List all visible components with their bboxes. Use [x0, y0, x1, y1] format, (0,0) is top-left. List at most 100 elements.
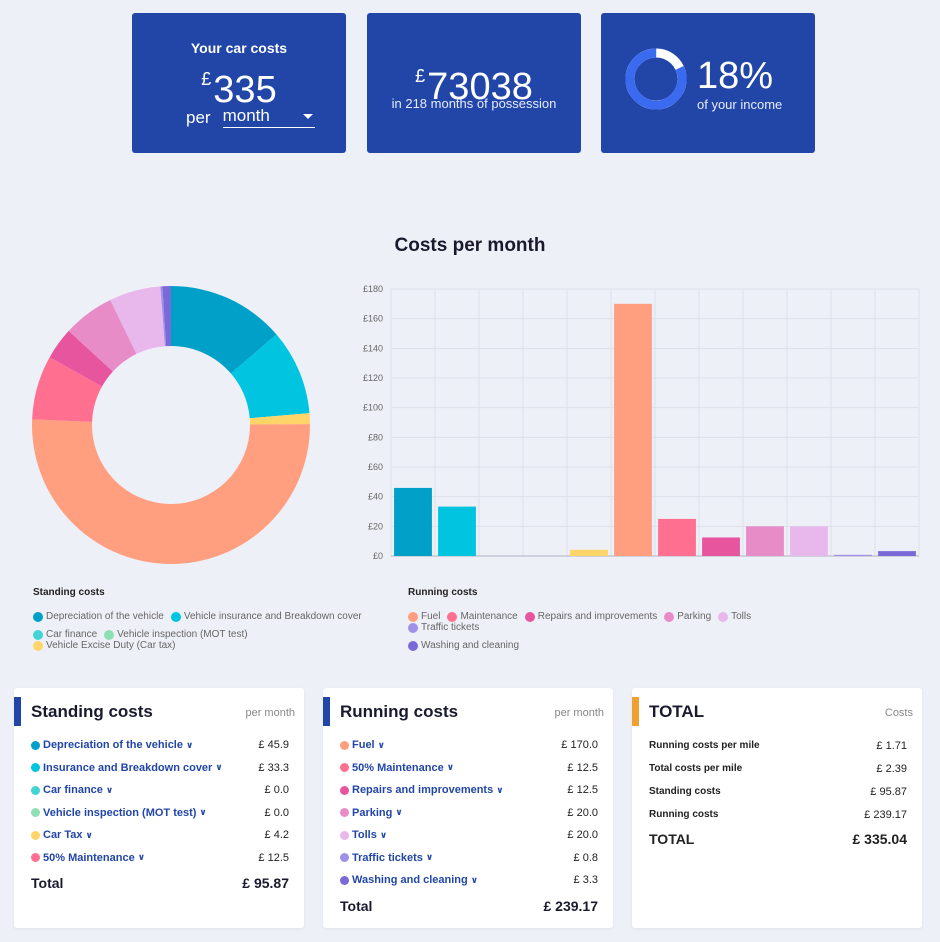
- period-select[interactable]: month: [222, 106, 315, 128]
- running-row-tolls: Tolls ∨ £ 20.0: [340, 824, 598, 847]
- row-toggle-depreciation-of-the-vehicle[interactable]: Depreciation of the vehicle ∨: [31, 739, 193, 751]
- legend-item-fuel[interactable]: Fuel: [408, 611, 440, 622]
- color-dot-icon: [340, 785, 349, 795]
- bar-tolls[interactable]: [790, 526, 828, 556]
- row-label: Total costs per mile: [649, 763, 743, 774]
- legend-label: Vehicle insurance and Breakdown cover: [183, 611, 362, 622]
- y-tick-label: £160: [363, 314, 383, 324]
- row-toggle-50-maintenance[interactable]: 50% Maintenance ∨: [31, 852, 145, 864]
- standing-row-depreciation-of-the-vehicle: Depreciation of the vehicle ∨ £ 45.9: [31, 734, 289, 757]
- row-toggle-tolls[interactable]: Tolls ∨: [340, 829, 387, 841]
- row-toggle-repairs-and-improvements[interactable]: Repairs and improvements ∨: [340, 784, 504, 796]
- row-label: Depreciation of the vehicle: [43, 739, 183, 752]
- row-label: Repairs and improvements: [352, 784, 494, 797]
- currency-symbol: £: [201, 69, 212, 89]
- color-dot-icon: [340, 853, 349, 863]
- bar-repairs-and-improvements[interactable]: [702, 537, 740, 556]
- panel-title: TOTAL: [649, 702, 705, 721]
- row-value: £ 0.0: [264, 784, 289, 797]
- row-value: £ 170.0: [561, 739, 598, 752]
- row-toggle-traffic-tickets[interactable]: Traffic tickets ∨: [340, 852, 433, 864]
- total-value: £ 239.17: [543, 897, 599, 914]
- total-label: TOTAL: [649, 831, 695, 847]
- donut-slice-tolls[interactable]: [110, 286, 165, 354]
- chevron-down-icon: ∨: [470, 874, 479, 885]
- period-row: per month: [186, 106, 315, 128]
- donut-slice-washing-and-cleaning[interactable]: [162, 286, 171, 347]
- monthly-cost-card: Your car costs £335 per month: [132, 13, 346, 153]
- legend-dot-icon: [408, 640, 418, 651]
- legend-item-vehicle-excise-duty-car-tax[interactable]: Vehicle Excise Duty (Car tax): [33, 640, 176, 651]
- legend-dot-icon: [33, 611, 43, 622]
- row-label: Tolls: [352, 829, 377, 842]
- legend-label: Traffic tickets: [421, 622, 480, 633]
- bar-vehicle-insurance-and-breakdown-cover[interactable]: [438, 506, 476, 556]
- donut-slice-vehicle-insurance-and-breakdown-cover[interactable]: [230, 334, 310, 419]
- legend-dot-icon: [718, 611, 729, 622]
- row-toggle-car-finance[interactable]: Car finance ∨: [31, 784, 113, 796]
- row-value: £ 20.0: [567, 829, 598, 842]
- y-tick-label: £20: [368, 521, 383, 531]
- chevron-down-icon: ∨: [137, 852, 146, 863]
- chevron-down-icon: ∨: [496, 784, 504, 795]
- legend-item-car-finance[interactable]: Car finance: [33, 629, 97, 640]
- donut-slice-repairs-and-improvements[interactable]: [49, 330, 113, 387]
- row-toggle-parking[interactable]: Parking ∨: [340, 807, 403, 819]
- row-value: £ 1.71: [876, 739, 907, 752]
- total-amount-value: 73038: [427, 66, 533, 108]
- panel-period: Costs: [884, 707, 913, 719]
- legend-item-maintenance[interactable]: Maintenance: [447, 611, 518, 622]
- row-toggle-washing-and-cleaning[interactable]: Washing and cleaning ∨: [340, 874, 478, 886]
- donut-slice-traffic-tickets[interactable]: [160, 286, 167, 347]
- row-toggle-fuel[interactable]: Fuel ∨: [340, 739, 385, 751]
- row-toggle-vehicle-inspection-mot-test[interactable]: Vehicle inspection (MOT test) ∨: [31, 807, 207, 819]
- color-dot-icon: [31, 763, 40, 773]
- legend-dot-icon: [664, 611, 675, 622]
- legend-item-depreciation-of-the-vehicle[interactable]: Depreciation of the vehicle: [33, 611, 164, 622]
- row-toggle-50-maintenance[interactable]: 50% Maintenance ∨: [340, 762, 454, 774]
- legend-item-repairs-and-improvements[interactable]: Repairs and improvements: [524, 611, 657, 622]
- income-card: 18% of your income: [601, 13, 815, 153]
- donut-slice-depreciation-of-the-vehicle[interactable]: [171, 286, 277, 374]
- row-toggle-car-tax[interactable]: Car Tax ∨: [31, 829, 93, 841]
- bar-washing-and-cleaning[interactable]: [878, 551, 916, 556]
- row-toggle-insurance-and-breakdown-cover[interactable]: Insurance and Breakdown cover ∨: [31, 762, 223, 774]
- row-label: 50% Maintenance: [352, 761, 444, 774]
- legend-item-washing-and-cleaning[interactable]: Washing and cleaning: [408, 640, 519, 651]
- monthly-amount-value: 335: [213, 69, 277, 111]
- legend-dot-icon: [104, 629, 115, 640]
- legend-item-vehicle-inspection-mot-test[interactable]: Vehicle inspection (MOT test): [104, 629, 248, 640]
- bar-vehicle-excise-duty-car-tax[interactable]: [570, 549, 608, 556]
- y-tick-label: £60: [368, 462, 383, 472]
- bar-parking[interactable]: [746, 526, 784, 556]
- donut-slice-fuel[interactable]: [32, 419, 311, 564]
- legend-item-parking[interactable]: Parking: [664, 611, 711, 622]
- donut-slice-vehicle-excise-duty-car-tax[interactable]: [249, 413, 310, 425]
- legend-running-title: Running costs: [408, 587, 478, 598]
- donut-slice-maintenance[interactable]: [32, 357, 103, 422]
- bar-traffic-tickets[interactable]: [834, 554, 872, 556]
- y-tick-label: £140: [363, 343, 383, 353]
- bar-fuel[interactable]: [614, 303, 652, 556]
- legend-dot-icon: [33, 640, 43, 651]
- caret-down-icon: [302, 113, 313, 119]
- running-row-parking: Parking ∨ £ 20.0: [340, 802, 598, 825]
- row-value: £ 20.0: [567, 806, 598, 819]
- chevron-down-icon: ∨: [377, 739, 385, 750]
- legend-item-vehicle-insurance-and-breakdown-cover[interactable]: Vehicle insurance and Breakdown cover: [170, 611, 362, 622]
- color-dot-icon: [31, 853, 40, 863]
- donut-slice-parking[interactable]: [68, 299, 137, 372]
- legend-item-traffic-tickets[interactable]: Traffic tickets: [408, 622, 479, 633]
- legend-item-tolls[interactable]: Tolls: [718, 611, 751, 622]
- bar-depreciation-of-the-vehicle[interactable]: [394, 487, 432, 556]
- legend-dot-icon: [524, 611, 535, 622]
- total-amount: £73038: [367, 56, 581, 107]
- standing-total-row: Total £ 95.87: [31, 875, 289, 891]
- bar-maintenance[interactable]: [658, 518, 696, 556]
- y-tick-label: £180: [363, 284, 383, 294]
- income-ring-icon: [625, 48, 687, 110]
- row-value: £ 95.87: [870, 785, 907, 798]
- row-label: Traffic tickets: [352, 851, 423, 864]
- legend-standing: Standing costs Depreciation of the vehic…: [33, 587, 393, 658]
- color-dot-icon: [340, 808, 349, 818]
